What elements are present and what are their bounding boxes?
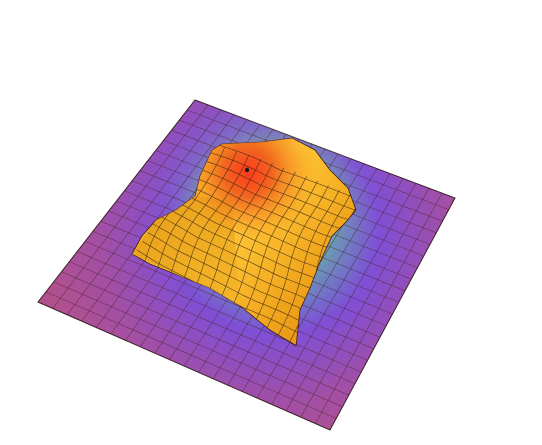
peak-marker xyxy=(244,167,250,173)
